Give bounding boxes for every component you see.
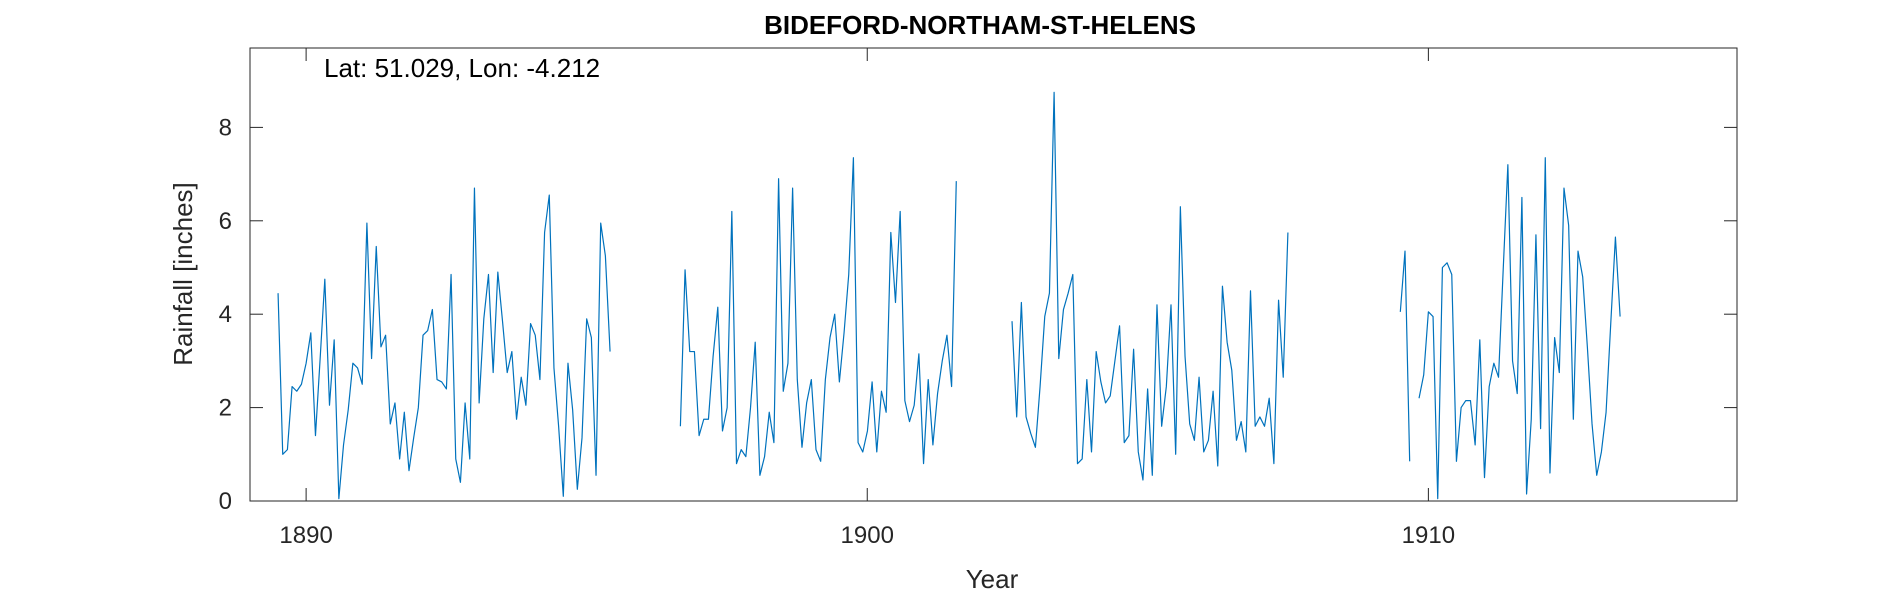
series-group bbox=[277, 91, 1621, 500]
chart-title: BIDEFORD-NORTHAM-ST-HELENS bbox=[764, 10, 1196, 40]
axis-ticks: 0 2 4 6 8 1890 1900 1910 bbox=[219, 48, 1737, 549]
y-tick-label: 4 bbox=[219, 301, 232, 328]
rainfall-series-line bbox=[1399, 157, 1621, 500]
y-tick-label: 2 bbox=[219, 395, 232, 422]
y-tick-label: 0 bbox=[219, 488, 232, 515]
x-tick-label: 1910 bbox=[1402, 522, 1455, 549]
y-tick-label: 6 bbox=[219, 208, 232, 235]
x-tick-label: 1900 bbox=[841, 522, 894, 549]
rainfall-series-line bbox=[679, 157, 957, 476]
x-axis-label: Year bbox=[966, 564, 1019, 591]
y-tick-label: 8 bbox=[219, 114, 232, 141]
rainfall-series-line bbox=[1011, 91, 1289, 481]
x-tick-label: 1890 bbox=[279, 522, 332, 549]
location-annotation: Lat: 51.029, Lon: -4.212 bbox=[324, 53, 600, 83]
rainfall-series-line bbox=[277, 187, 611, 500]
y-axis-label: Rainfall [inches] bbox=[168, 182, 198, 366]
